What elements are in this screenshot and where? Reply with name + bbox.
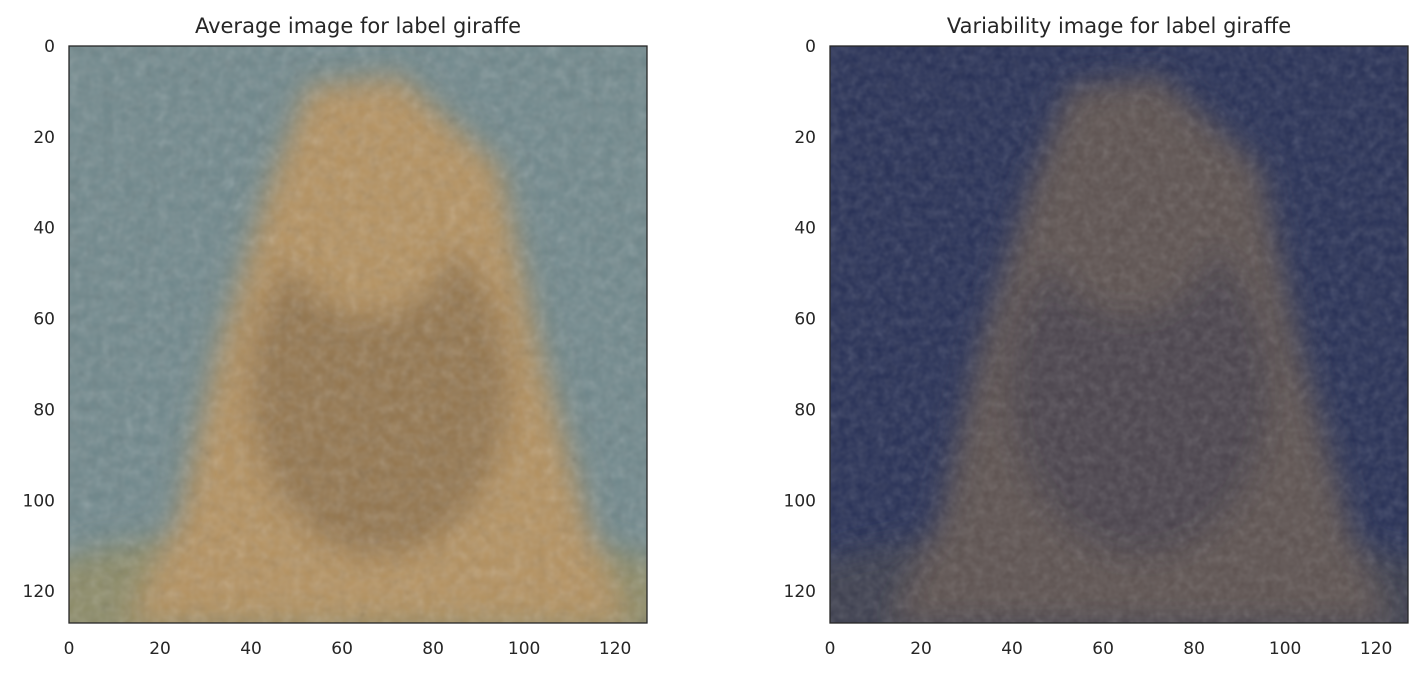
average-image-y-tick-label: 60 [33,310,55,330]
average-image-x-tick-label: 20 [149,639,171,659]
variability-image-x-tick-label: 80 [1183,639,1205,659]
average-image-x-tick-label: 60 [331,639,353,659]
average-image-y-tick-label: 120 [23,582,55,602]
variability-image-panel: Variability image for label giraffe 0 20 4… [759,14,1422,673]
variability-image-noise [830,46,1408,623]
average-image-x-axis: 0 20 40 60 80 100 120 [64,639,632,659]
average-image-plot [0,46,718,673]
variability-image-y-tick-label: 80 [794,400,816,420]
average-image-y-tick-label: 20 [33,128,55,148]
average-image-y-tick-label: 100 [23,491,55,511]
variability-image-y-tick-label: 0 [805,37,816,57]
variability-image-x-axis: 0 20 40 60 80 100 120 [825,639,1393,659]
average-image-x-tick-label: 120 [599,639,631,659]
variability-image-x-tick-label: 20 [910,639,932,659]
variability-image-x-tick-label: 0 [825,639,836,659]
average-image-y-tick-label: 0 [44,37,55,57]
average-image-x-tick-label: 100 [508,639,540,659]
variability-image-x-tick-label: 100 [1269,639,1301,659]
variability-image-y-tick-label: 100 [784,491,816,511]
average-image-y-tick-label: 40 [33,219,55,239]
average-image-y-axis: 0 20 40 60 80 100 120 [23,37,55,602]
variability-image-y-axis: 0 20 40 60 80 100 120 [784,37,816,602]
variability-image-plot [759,46,1422,673]
variability-image-y-tick-label: 20 [794,128,816,148]
average-image-x-tick-label: 40 [240,639,262,659]
variability-image-title: Variability image for label giraffe [947,14,1291,38]
variability-image-x-tick-label: 40 [1001,639,1023,659]
variability-image-x-tick-label: 120 [1360,639,1392,659]
average-image-y-tick-label: 80 [33,400,55,420]
variability-image-y-tick-label: 40 [794,219,816,239]
variability-image-y-tick-label: 60 [794,310,816,330]
average-image-noise [69,46,647,623]
average-image-x-tick-label: 0 [64,639,75,659]
average-image-panel: Average image for label giraffe 0 20 40 60 8… [0,14,718,673]
average-image-title: Average image for label giraffe [195,14,521,38]
variability-image-y-tick-label: 120 [784,582,816,602]
average-image-x-tick-label: 80 [422,639,444,659]
variability-image-x-tick-label: 60 [1092,639,1114,659]
